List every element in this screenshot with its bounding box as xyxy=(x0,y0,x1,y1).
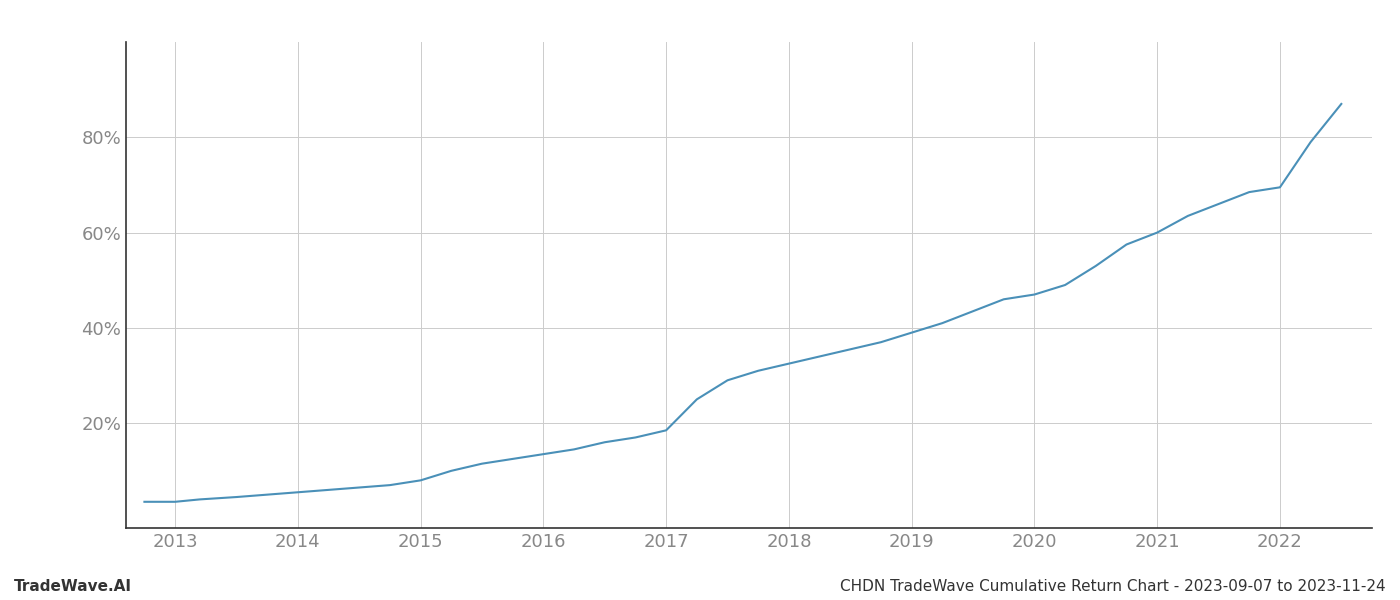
Text: TradeWave.AI: TradeWave.AI xyxy=(14,579,132,594)
Text: CHDN TradeWave Cumulative Return Chart - 2023-09-07 to 2023-11-24: CHDN TradeWave Cumulative Return Chart -… xyxy=(840,579,1386,594)
